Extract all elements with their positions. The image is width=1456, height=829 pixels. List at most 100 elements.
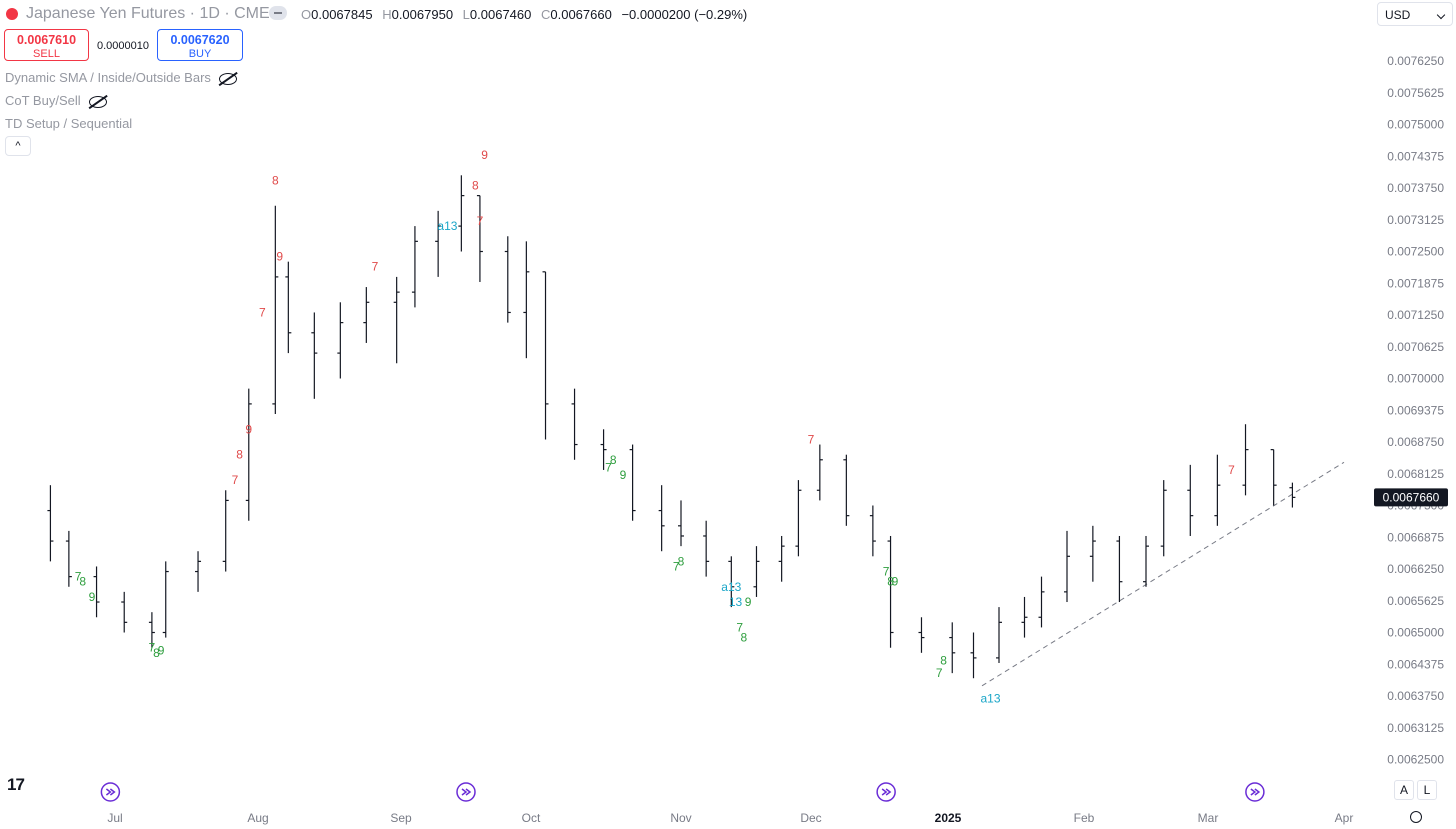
ohlc-bar [435,210,442,277]
td-count-label: 9 [245,422,252,436]
ohlc-bar [162,561,169,638]
ohlc-bar [121,591,128,633]
td-count-label: 8 [79,575,86,589]
tradingview-logo[interactable]: 17 [7,775,25,794]
price-tick-label: 0.0069375 [1387,403,1444,417]
collapse-legend-button[interactable] [269,6,287,20]
ohlc-bar [1187,464,1194,536]
ohlc-bar [778,535,785,582]
ohlc-bar [65,530,72,587]
price-tick-label: 0.0070000 [1387,372,1444,386]
buy-label: BUY [188,48,212,60]
ohlc-bar [571,388,578,460]
log-scale-button[interactable]: L [1417,780,1437,800]
price-tick-label: 0.0073750 [1387,181,1444,195]
close-value: 0.0067660 [550,7,612,22]
open-key: O [301,7,312,22]
time-tick-label: Dec [800,811,821,825]
ohlc-bar [393,276,400,364]
td-count-label: 8 [472,178,479,192]
ohlc-bar [869,505,876,557]
ohlc-bar [523,241,530,359]
buy-price: 0.0067620 [170,33,230,47]
price-tick-label: 0.0065000 [1387,626,1444,640]
td-count-label: 8 [741,631,748,645]
price-tick-label: 0.0063125 [1387,721,1444,735]
ohlc-readout: O0.0067845 H0.0067950 L0.0067460 C0.0067… [301,7,747,22]
td-count-label: 7 [673,559,680,573]
td-count-label: 7 [372,260,379,274]
ohlc-bar [678,500,684,547]
low-key: L [462,7,470,22]
td-count-label: 9 [892,575,899,589]
td-count-label: 9 [158,643,165,657]
td-count-label: 9 [89,590,96,604]
price-tick-label: 0.0076250 [1387,54,1444,68]
td-count-label: a13 [437,219,457,233]
sell-button[interactable]: 0.0067610 SELL [4,29,89,61]
ohlc-bar [148,612,155,648]
buy-button[interactable]: 0.0067620 BUY [157,29,243,61]
time-tick-label: Sep [390,811,412,825]
price-tick-label: 0.0066875 [1387,530,1444,544]
price-tick-label: 0.0070625 [1387,340,1444,354]
td-count-label: 8 [153,646,160,660]
ohlc-bar [1270,449,1277,506]
price-tick-label: 0.0063750 [1387,689,1444,703]
ohlc-bar [195,551,202,592]
symbol-logo[interactable] [6,8,18,20]
high-value: 0.0067950 [391,7,454,22]
indicator-cot[interactable]: CoT Buy/Sell [5,93,107,108]
eye-crossed-icon[interactable] [88,95,107,108]
ohlc-bar [245,388,252,521]
td-count-label: 8 [887,575,894,589]
ohlc-bar [1242,424,1249,496]
ohlc-bar [411,226,418,308]
td-count-label: 8 [610,453,617,467]
td-count-label: 7 [75,570,82,584]
indicator-dynamic-sma[interactable]: Dynamic SMA / Inside/Outside Bars [5,70,237,85]
last-price-badge [1374,488,1448,507]
ohlc-bar [1089,525,1096,582]
symbol-title[interactable]: Japanese Yen Futures · 1D · CME [26,5,270,22]
ohlc-bar [542,271,549,440]
td-count-label: 9 [481,148,488,162]
settings-gear-icon[interactable] [1410,811,1422,823]
indicator-td-setup[interactable]: TD Setup / Sequential [5,116,132,131]
ohlc-bar [1143,535,1149,587]
td-count-label: a13 [980,692,1000,706]
td-count-label: 7 [605,460,612,474]
time-tick-label: 2025 [935,811,962,825]
td-count-label: 7 [936,666,943,680]
indicator-label: Dynamic SMA / Inside/Outside Bars [5,70,211,85]
time-tick-label: Mar [1198,811,1219,825]
event-marker-icon [1245,782,1265,802]
td-count-label: 7 [477,214,484,228]
ohlc-bar [504,236,511,323]
td-count-label: 9 [276,250,283,264]
td-count-label: 9 [620,468,627,482]
td-count-label: 7 [232,473,239,487]
currency-select[interactable]: USD [1377,2,1453,26]
price-tick-label: 0.0065625 [1387,594,1444,608]
spread-value: 0.0000010 [97,40,149,52]
time-tick-label: Jul [107,811,122,825]
trend-line [981,461,1345,687]
td-count-label: 8 [678,554,685,568]
td-count-label: a13 [721,580,741,594]
indicator-label: CoT Buy/Sell [5,93,81,108]
ohlc-bar [703,520,710,577]
indicator-label: TD Setup / Sequential [5,116,133,131]
eye-crossed-icon[interactable] [218,72,237,85]
ohlc-bar [970,632,977,679]
ohlc-bar [753,546,760,597]
auto-scale-button[interactable]: A [1394,780,1414,800]
time-tick-label: Nov [670,811,691,825]
sell-price: 0.0067610 [16,33,77,47]
collapse-indicators-button[interactable]: ^ [5,136,31,156]
time-tick-label: Apr [1335,811,1354,825]
ohlc-bar [728,556,735,608]
ohlc-bar [887,535,894,648]
change-value: −0.0000200 (−0.29%) [621,7,748,22]
